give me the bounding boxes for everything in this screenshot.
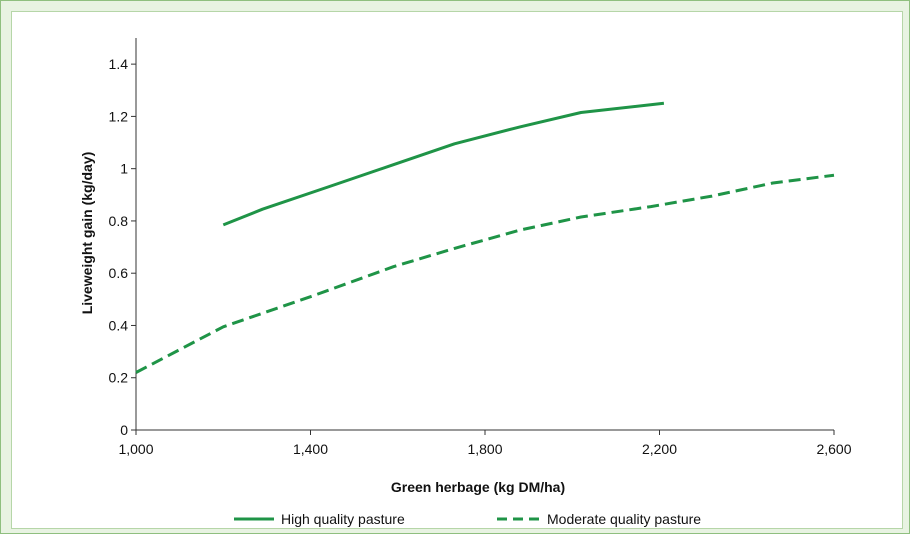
x-tick-label: 2,200	[642, 441, 677, 457]
axes	[135, 38, 834, 431]
legend-label-high: High quality pasture	[281, 511, 405, 527]
x-tick-label: 1,400	[293, 441, 328, 457]
chart-panel	[11, 11, 903, 529]
y-tick-label: 0.6	[109, 265, 129, 281]
x-tick-label: 1,000	[118, 441, 153, 457]
y-tick-label: 0	[120, 422, 128, 438]
y-tick-label: 1	[120, 161, 128, 177]
x-tick-label: 2,600	[816, 441, 851, 457]
x-tick-label: 1,800	[467, 441, 502, 457]
series-line-moderate-quality	[135, 173, 835, 374]
series-lines	[135, 101, 835, 374]
y-tick-label: 1.2	[109, 108, 129, 124]
legend: High quality pasture Moderate quality pa…	[234, 511, 701, 527]
y-tick-label: 0.2	[109, 370, 129, 386]
y-ticks: 0 0.2 0.4 0.6 0.8 1 1.2 1.4	[109, 56, 136, 438]
y-axis-title: Liveweight gain (kg/day)	[79, 152, 95, 315]
y-tick-label: 0.8	[109, 213, 129, 229]
y-tick-label: 0.4	[109, 317, 129, 333]
legend-label-moderate: Moderate quality pasture	[547, 511, 701, 527]
y-tick-label: 1.4	[109, 56, 129, 72]
x-axis-title: Green herbage (kg DM/ha)	[391, 479, 565, 495]
x-ticks: 1,000 1,400 1,800 2,200 2,600	[118, 430, 852, 457]
series-line-high-quality	[222, 101, 665, 227]
